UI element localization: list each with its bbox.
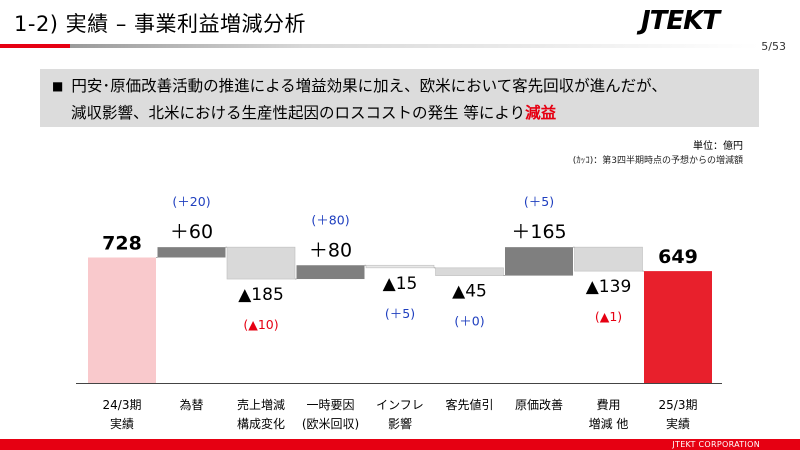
bar-6 [505,247,573,276]
note-label-5: (＋0) [454,314,484,329]
bullet-icon: ■ [52,79,64,93]
title-rule [0,44,760,48]
unit-label: 単位：億円 [693,141,743,152]
category-label-4-0: インフレ [376,398,424,412]
category-label-0-0: 24/3期 [103,398,142,412]
summary-text-1: 円安･原価改善活動の推進による増益効果に加え、欧米において客先回収が進んだが、 [71,77,667,95]
bar-1 [157,247,226,258]
category-label-2-1: 構成変化 [237,416,285,431]
category-label-3-1: (欧米回収) [302,417,359,431]
bar-2 [226,246,296,280]
footer-bar: JTEKT CORPORATION [0,439,800,450]
summary-text-2: 減収影響、北米における生産性起因のロスコストの発生 等により [71,104,526,122]
bar-7 [574,246,643,272]
note-label-7: (▲1) [595,309,622,324]
category-label-7-0: 費用 [596,397,620,412]
note-label-2: (▲10) [243,317,278,332]
category-label-4-1: 影響 [388,416,412,431]
category-label-0-1: 実績 [110,416,134,431]
bar-0 [88,257,156,383]
note-label-3: (＋80) [311,212,349,227]
category-label-1-0: 為替 [179,398,203,412]
bar-4 [365,264,435,269]
page-title: 1-2) 実績 – 事業利益増減分析 [14,12,307,36]
note-label-6: (＋5) [524,194,554,209]
unit-note: (ｶｯｺ)：第3四半期時点の予想からの増減額 [572,156,743,166]
category-label-8-1: 実績 [666,416,690,431]
value-label-2: ▲185 [238,285,284,305]
bar-8 [644,271,712,383]
jtekt-logo: JTEKT [641,6,720,36]
category-label-3-0: 一時要因 [306,398,354,412]
value-label-8: 649 [658,246,698,268]
summary-line-1: ■ 円安･原価改善活動の推進による増益効果に加え、欧米において客先回収が進んだが、 [52,73,747,100]
note-label-4: (＋5) [385,306,415,321]
note-label-1: (＋20) [172,194,210,209]
bar-3 [296,265,365,280]
summary-line-2: 減収影響、北米における生産性起因のロスコストの発生 等により減益 [52,100,747,126]
value-label-7: ▲139 [586,277,632,297]
category-label-6-0: 原価改善 [515,397,563,412]
value-label-0: 728 [102,232,142,254]
category-label-5-0: 客先値引 [445,397,493,412]
value-label-4: ▲15 [383,274,418,294]
bar-5 [435,267,504,276]
value-label-3: ＋80 [309,239,352,261]
category-label-8-0: 25/3期 [659,398,698,412]
category-label-7-1: 増減 他 [589,416,629,431]
value-label-1: ＋60 [170,221,213,243]
category-label-2-0: 売上増減 [237,397,285,412]
page-number: 5/53 [761,40,786,53]
value-label-6: ＋165 [511,221,566,243]
summary-box: ■ 円安･原価改善活動の推進による増益効果に加え、欧米において客先回収が進んだが、… [40,69,759,127]
summary-highlight: 減益 [525,104,557,122]
value-label-5: ▲45 [452,282,487,302]
